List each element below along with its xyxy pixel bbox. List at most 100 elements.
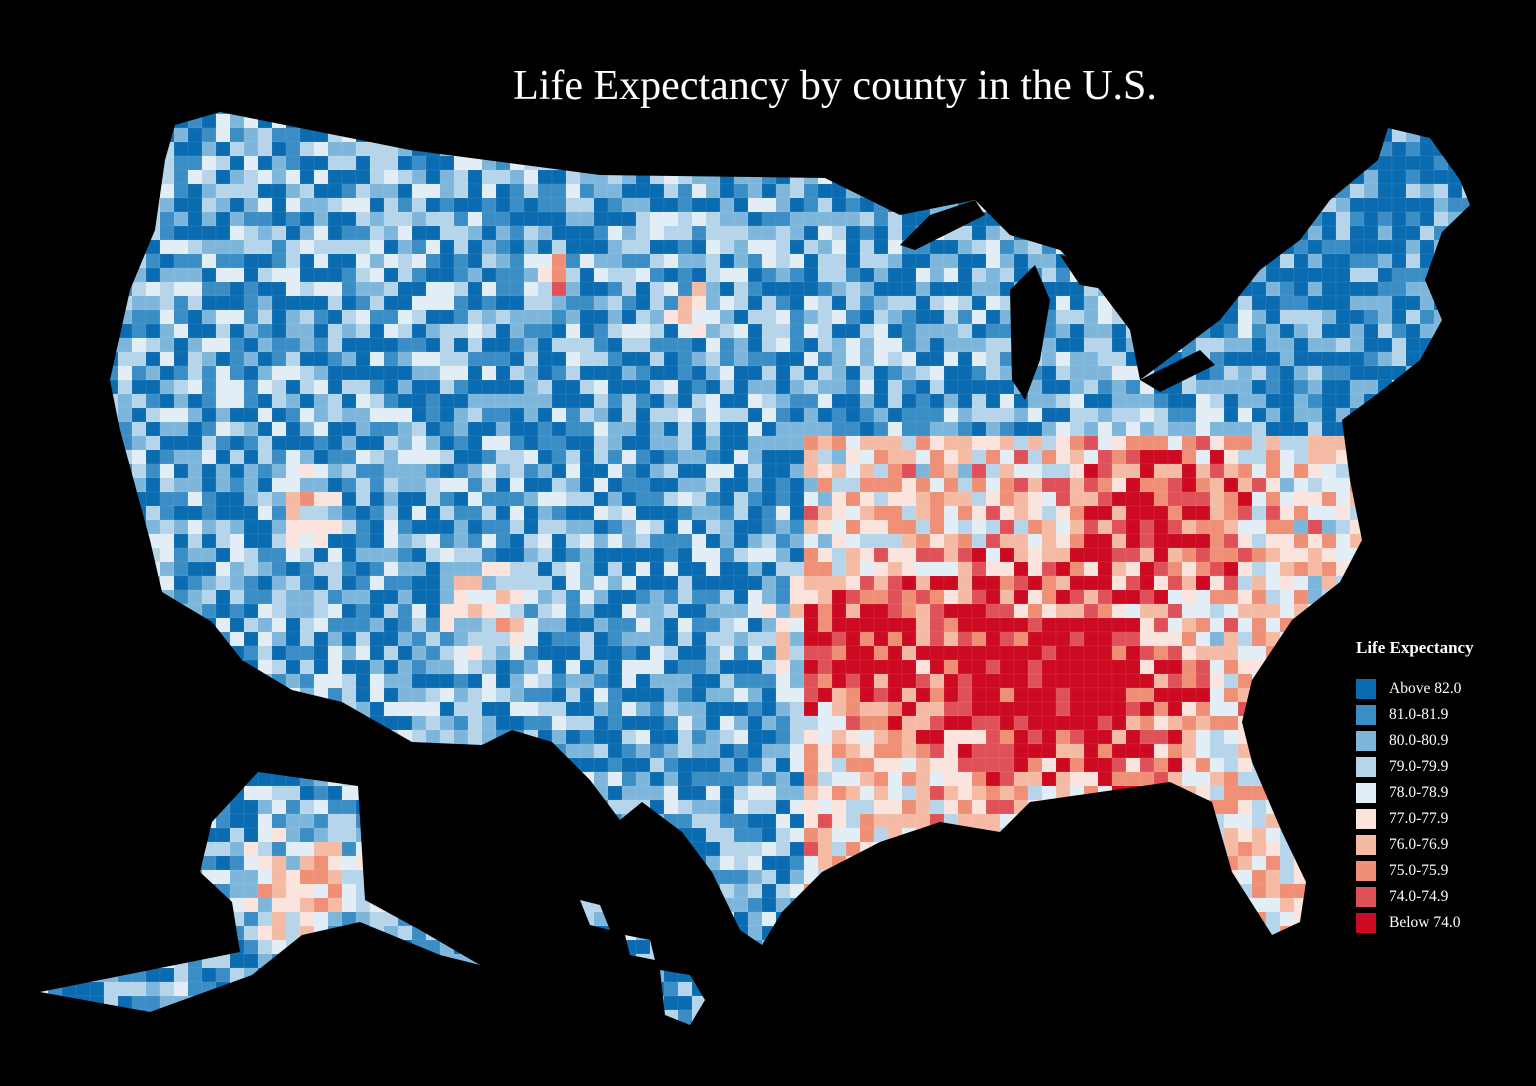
county — [285, 435, 301, 451]
county — [999, 687, 1015, 703]
county — [1461, 351, 1470, 367]
county — [621, 351, 637, 367]
county — [1251, 225, 1267, 241]
county — [327, 295, 343, 311]
county — [803, 239, 819, 255]
county — [20, 352, 34, 366]
county — [635, 197, 651, 213]
county — [1447, 239, 1463, 255]
county — [565, 127, 581, 143]
county — [1447, 155, 1463, 171]
county — [859, 575, 875, 591]
county — [915, 449, 931, 465]
county — [1055, 561, 1071, 577]
county — [159, 113, 175, 129]
county — [341, 113, 357, 129]
county — [229, 365, 245, 381]
county — [1083, 575, 1099, 591]
county — [1279, 183, 1295, 199]
county — [607, 533, 623, 549]
county — [1013, 519, 1029, 535]
county — [1265, 561, 1281, 577]
county — [705, 645, 721, 661]
county — [1433, 155, 1449, 171]
county — [1461, 477, 1470, 493]
county — [1111, 295, 1127, 311]
county — [439, 113, 455, 129]
county — [1027, 743, 1043, 759]
county — [1195, 449, 1211, 465]
county — [1419, 575, 1435, 591]
county — [271, 239, 287, 255]
county — [47, 603, 63, 619]
county — [1209, 603, 1225, 619]
county — [411, 533, 427, 549]
county — [1181, 519, 1197, 535]
county — [509, 141, 525, 157]
county — [75, 253, 91, 269]
county — [999, 631, 1015, 647]
county — [1055, 659, 1071, 675]
county — [1209, 197, 1225, 213]
county — [145, 603, 161, 619]
county — [691, 463, 707, 479]
county — [845, 197, 861, 213]
county — [649, 211, 665, 227]
county — [1461, 295, 1470, 311]
county — [271, 407, 287, 423]
county — [775, 337, 791, 353]
county — [355, 561, 371, 577]
county — [859, 757, 875, 773]
county — [495, 421, 511, 437]
county — [1447, 183, 1463, 199]
county — [509, 351, 525, 367]
county — [509, 505, 525, 521]
county — [1419, 519, 1435, 535]
county — [957, 645, 973, 661]
county — [593, 281, 609, 297]
county — [1167, 631, 1183, 647]
county — [887, 211, 903, 227]
county — [1111, 421, 1127, 437]
county — [439, 225, 455, 241]
county — [1069, 225, 1085, 241]
county — [1419, 477, 1435, 493]
county — [649, 295, 665, 311]
county — [453, 155, 469, 171]
county — [761, 113, 777, 129]
county — [1335, 449, 1351, 465]
county — [187, 309, 203, 325]
county — [523, 729, 539, 745]
county — [719, 701, 735, 717]
county — [565, 645, 581, 661]
county — [649, 463, 665, 479]
county — [887, 267, 903, 283]
county — [915, 267, 931, 283]
county — [20, 646, 34, 660]
county — [789, 351, 805, 367]
county — [971, 589, 987, 605]
county — [173, 379, 189, 395]
county — [635, 533, 651, 549]
county — [61, 743, 77, 759]
county — [145, 463, 161, 479]
county — [75, 239, 91, 255]
county — [551, 379, 567, 395]
county — [1223, 575, 1239, 591]
county — [243, 715, 259, 731]
county — [327, 631, 343, 647]
county — [20, 170, 34, 184]
county — [103, 435, 119, 451]
county — [663, 673, 679, 689]
county — [1293, 211, 1309, 227]
county — [523, 589, 539, 605]
county — [397, 141, 413, 157]
county — [1195, 491, 1211, 507]
county — [355, 617, 371, 633]
county — [1377, 253, 1393, 269]
county — [999, 729, 1015, 745]
county — [1335, 561, 1351, 577]
county — [873, 561, 889, 577]
county — [719, 267, 735, 283]
county — [789, 183, 805, 199]
